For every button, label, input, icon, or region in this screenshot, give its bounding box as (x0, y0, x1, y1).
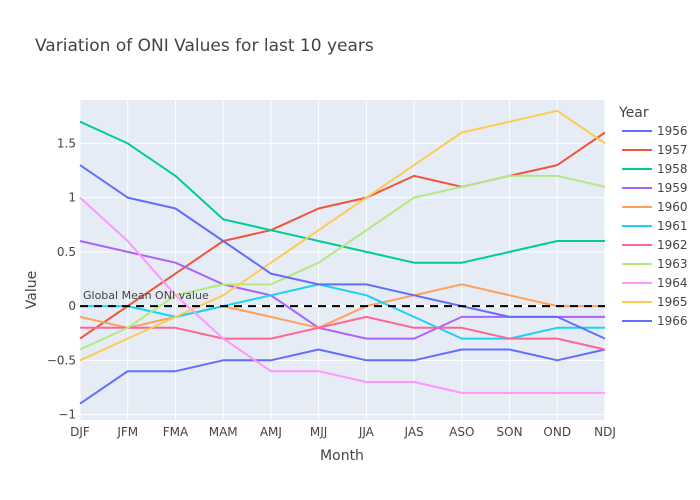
legend-item-1957[interactable]: 1957 (622, 143, 688, 157)
series-line-1966 (79, 164, 606, 340)
y-tick-label: −1 (58, 408, 76, 422)
legend-item-1960[interactable]: 1960 (622, 200, 688, 214)
legend-item-1956[interactable]: 1956 (622, 124, 688, 138)
series-line-1965 (79, 109, 606, 362)
x-tick-label: JJA (358, 425, 375, 439)
series-line-1960 (79, 283, 605, 329)
x-tick-label: DJF (70, 425, 90, 439)
legend-item-1962[interactable]: 1962 (622, 238, 688, 252)
legend-label: 1956 (657, 124, 688, 138)
legend-label: 1963 (657, 257, 688, 271)
x-tick-label: NDJ (594, 425, 616, 439)
series-line-1956 (79, 348, 606, 405)
series-line-1957 (79, 131, 606, 340)
y-tick-label: 1 (68, 191, 76, 205)
series-line-1963 (79, 174, 606, 351)
series-line-1962 (80, 315, 606, 351)
x-tick-label: MAM (209, 425, 238, 439)
series-line-1961 (80, 283, 605, 340)
y-axis-title: Value (24, 271, 40, 309)
legend-item-1966[interactable]: 1966 (622, 314, 688, 328)
x-tick-label: ASO (449, 425, 474, 439)
legend-label: 1958 (657, 162, 688, 176)
axis-ticks: DJF JFM FMA MAM AMJ MJJ JJA JAS ASO SON OND NDJ −1 −0… (47, 136, 616, 439)
legend-label: 1959 (657, 181, 688, 195)
y-tick-label: 0.5 (57, 245, 76, 259)
legend-label: 1961 (657, 219, 688, 233)
legend-item-1965[interactable]: 1965 (622, 295, 688, 309)
x-axis-title: Month (320, 448, 364, 464)
x-tick-label: FMA (163, 425, 189, 439)
legend-label: 1962 (657, 238, 688, 252)
legend-title: Year (618, 105, 649, 121)
x-tick-label: JAS (404, 425, 424, 439)
legend-label: 1964 (657, 276, 688, 290)
y-tick-label: 1.5 (57, 136, 76, 150)
gridlines (79, 100, 606, 420)
legend[interactable]: Year 1956 1957 1958 1959 1960 1961 1962 1963 196… (618, 105, 688, 328)
x-tick-label: OND (543, 425, 571, 439)
y-tick-label: −0.5 (47, 353, 76, 367)
legend-label: 1957 (657, 143, 688, 157)
series-lines (79, 109, 606, 405)
legend-label: 1966 (657, 314, 688, 328)
y-tick-label: 0 (68, 299, 76, 313)
chart-title: Variation of ONI Values for last 10 year… (35, 36, 374, 56)
legend-label: 1960 (657, 200, 688, 214)
legend-label: 1965 (657, 295, 688, 309)
legend-item-1958[interactable]: 1958 (622, 162, 688, 176)
legend-item-1964[interactable]: 1964 (622, 276, 688, 290)
legend-item-1959[interactable]: 1959 (622, 181, 688, 195)
series-line-1964 (79, 196, 605, 394)
x-tick-label: JFM (116, 425, 138, 439)
global-mean-label: Global Mean ONI value (83, 289, 209, 302)
annotations: Global Mean ONI value (80, 289, 605, 308)
x-tick-label: AMJ (260, 425, 282, 439)
legend-item-1961[interactable]: 1961 (622, 219, 688, 233)
legend-item-1963[interactable]: 1963 (622, 257, 688, 271)
x-tick-label: MJJ (310, 425, 327, 439)
x-tick-label: SON (497, 425, 523, 439)
